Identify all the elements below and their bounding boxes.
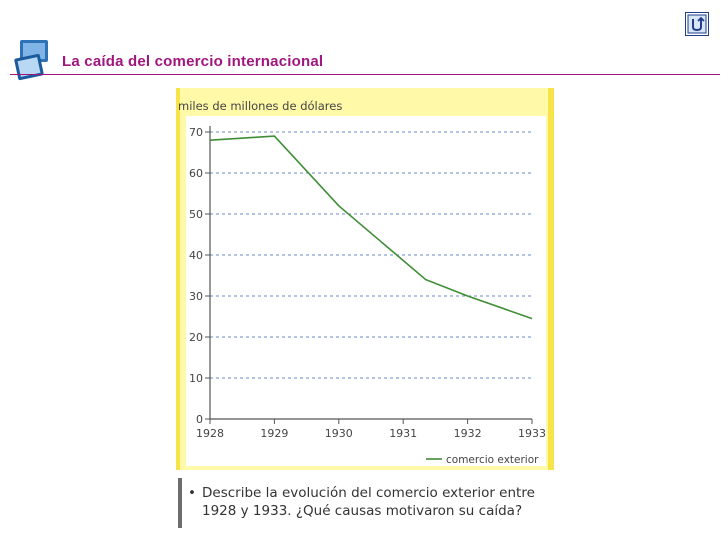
plot-area (186, 116, 546, 466)
monitor-stack-icon (14, 40, 48, 81)
x-tick-label-1933: 1933 (518, 427, 546, 440)
x-tick-label-1931: 1931 (389, 427, 417, 440)
y-tick-label-30: 30 (189, 290, 203, 303)
y-tick-label-20: 20 (189, 331, 203, 344)
y-tick-label-10: 10 (189, 372, 203, 385)
y-tick-label-50: 50 (189, 208, 203, 221)
x-tick-label-1929: 1929 (260, 427, 288, 440)
return-arrow-icon[interactable] (685, 12, 709, 36)
y-tick-label-60: 60 (189, 167, 203, 180)
legend-label: comercio exterior (446, 454, 539, 466)
chart-figure: 0 10 20 30 40 50 60 70 1928 1929 1930 1931 1932 1933 … (170, 86, 560, 546)
slide-title: La caída del comercio internacional (62, 53, 324, 70)
y-tick-label-0: 0 (196, 413, 203, 426)
y-tick-label-70: 70 (189, 126, 203, 139)
caption-accent-bar (178, 478, 182, 528)
question-text: • Describe la evolución del comercio ext… (188, 484, 556, 520)
chart-panel-border-right (548, 88, 554, 470)
x-tick-label-1928: 1928 (196, 427, 224, 440)
y-tick-label-40: 40 (189, 249, 203, 262)
title-divider (10, 74, 720, 75)
question-body: Describe la evolución del comercio exter… (202, 485, 535, 519)
series-line-comercio-exterior (209, 135, 533, 320)
chart-panel-border-left (176, 88, 180, 470)
x-tick-label-1932: 1932 (454, 427, 482, 440)
y-axis-label: miles de millones de dólares (178, 99, 342, 113)
x-tick-label-1930: 1930 (325, 427, 353, 440)
bullet: • (188, 485, 196, 501)
